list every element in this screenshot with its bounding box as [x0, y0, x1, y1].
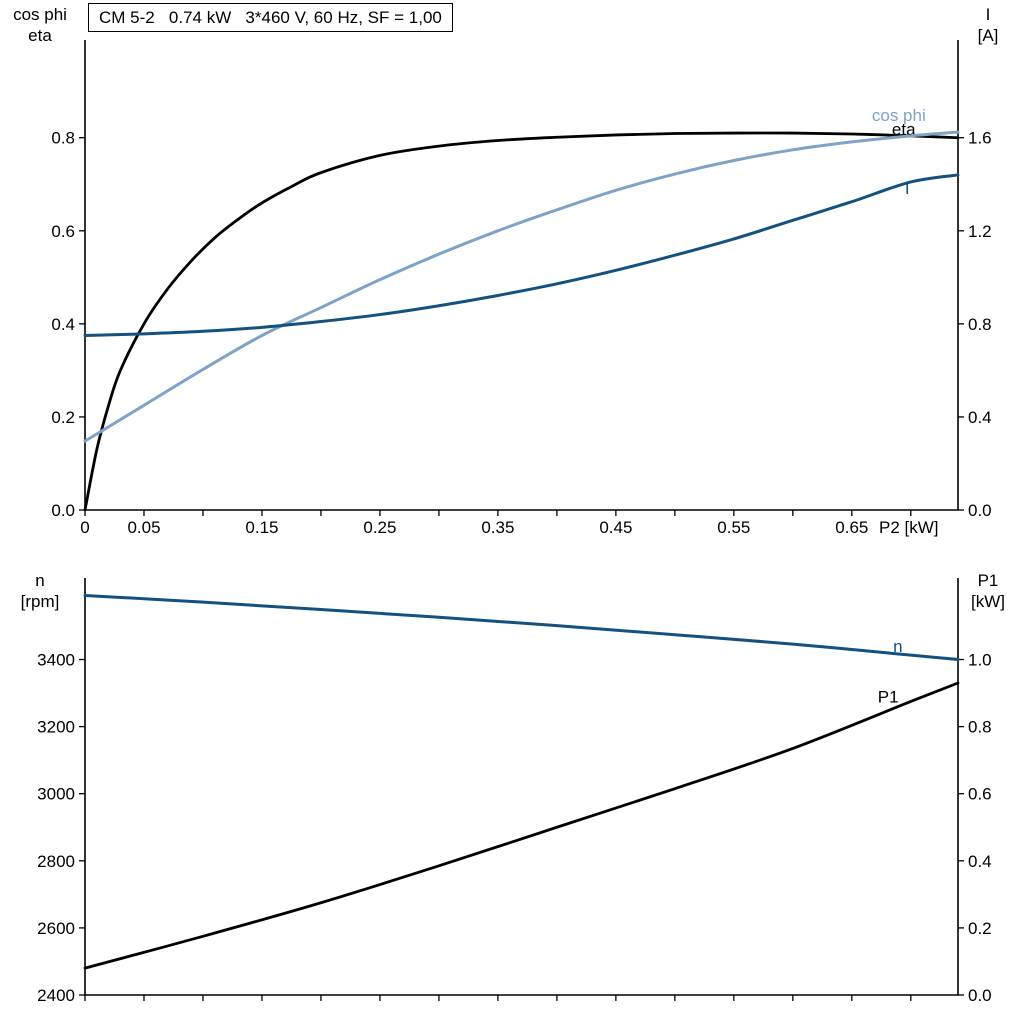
axis-title-line: [kW] [971, 592, 1005, 611]
x-tick-label: 0.35 [481, 518, 514, 537]
right-tick-label: 0.6 [968, 785, 992, 804]
axis-title-line: I [985, 5, 991, 24]
left-tick-label: 0.6 [51, 222, 75, 241]
right-tick-label: 0.8 [968, 718, 992, 737]
left-tick-label: 0.0 [51, 501, 75, 520]
left-tick-label: 0.8 [51, 129, 75, 148]
left-tick-label: 3400 [37, 651, 75, 670]
right-tick-label: 0.4 [968, 852, 992, 871]
right-tick-label: 0.8 [968, 315, 992, 334]
series-i [83, 173, 960, 337]
right-tick-label: 0.0 [968, 986, 992, 1005]
axis-title-line: P1 [977, 571, 999, 590]
x-tick-label: 0 [80, 518, 89, 537]
left-tick-label: 0.4 [51, 315, 75, 334]
x-tick-label: 0.15 [245, 518, 278, 537]
axis-title-line: [rpm] [20, 592, 60, 611]
left-tick-label: 2600 [37, 919, 75, 938]
axis-title-line: cos phi [13, 5, 67, 24]
chart-title-box: CM 5-2 0.74 kW 3*460 V, 60 Hz, SF = 1,00 [88, 3, 453, 32]
left-tick-label: 0.2 [51, 408, 75, 427]
right-tick-label: 0.4 [968, 408, 992, 427]
bottom-left-axis-title: n [rpm] [0, 570, 80, 612]
right-tick-label: 0.0 [968, 501, 992, 520]
series-n [83, 593, 960, 662]
left-tick-label: 2400 [37, 986, 75, 1005]
left-tick-label: 3000 [37, 785, 75, 804]
x-tick-label: 0.05 [127, 518, 160, 537]
x-tick-label: 0.55 [717, 518, 750, 537]
series-label-cos-phi: cos phi [872, 106, 926, 125]
right-tick-label: 1.2 [968, 222, 992, 241]
left-tick-label: 2800 [37, 852, 75, 871]
x-axis-label: P2 [kW] [879, 518, 939, 537]
right-tick-label: 1.6 [968, 129, 992, 148]
right-tick-label: 0.2 [968, 919, 992, 938]
series-label-i: I [905, 179, 910, 198]
x-tick-label: 0.65 [835, 518, 868, 537]
axis-title-line: n [35, 571, 45, 590]
series-label-n: n [893, 637, 902, 656]
series-label-eta: eta [892, 120, 916, 139]
x-tick-label: 0.25 [363, 518, 396, 537]
top-left-axis-title: cos phi eta [0, 4, 80, 46]
x-tick-label: 0.45 [599, 518, 632, 537]
right-tick-label: 1.0 [968, 651, 992, 670]
series-p1 [83, 681, 960, 970]
axis-title-line: eta [28, 26, 52, 45]
axis-title-line: [A] [977, 26, 999, 45]
top-right-axis-title: I [A] [956, 4, 1020, 46]
series-cos-phi [83, 130, 960, 443]
bottom-right-axis-title: P1 [kW] [956, 570, 1020, 612]
series-label-p1: P1 [878, 687, 899, 706]
left-tick-label: 3200 [37, 718, 75, 737]
series-eta [83, 131, 960, 512]
